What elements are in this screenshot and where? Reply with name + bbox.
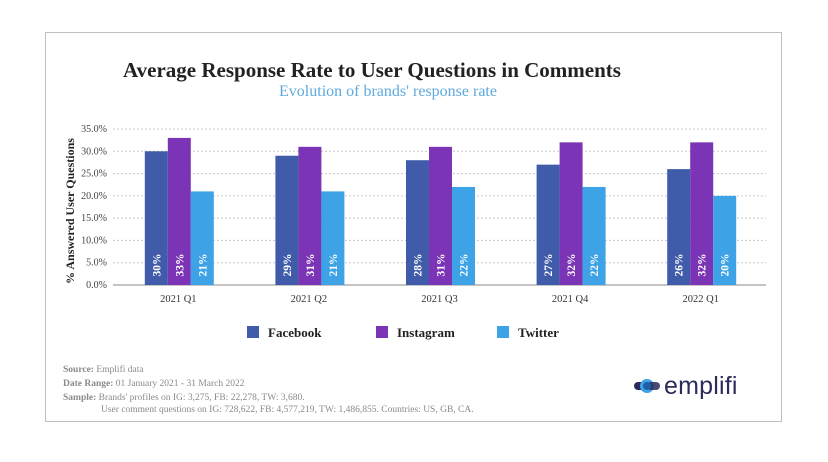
bar-facebook (144, 151, 168, 285)
bar-twitter (713, 195, 737, 285)
bar-instagram (167, 137, 191, 285)
y-tick-label: 0.0% (86, 280, 107, 291)
bar-instagram (559, 142, 583, 285)
bar-facebook (275, 155, 299, 285)
data-label: 31% (436, 254, 448, 277)
footer-sample-label: Sample: (63, 393, 97, 403)
legend-swatch-facebook (247, 326, 259, 338)
footer-source-label: Source: (63, 365, 94, 375)
emplifi-logo: emplifi (634, 371, 738, 401)
bar-facebook (667, 169, 691, 285)
y-tick-label: 25.0% (81, 169, 107, 180)
data-label: 22% (589, 254, 601, 277)
bar-facebook (406, 160, 429, 285)
data-label: 31% (305, 254, 317, 277)
emplifi-logo-icon (634, 379, 660, 393)
x-tick-label: 2021 Q4 (552, 294, 589, 305)
y-axis-label: % Answered User Questions (63, 138, 77, 284)
data-label: 33% (174, 254, 186, 277)
data-label: 20% (720, 254, 732, 277)
legend-swatch-instagram (376, 326, 388, 338)
emplifi-logo-text: emplifi (664, 371, 738, 400)
data-label: 28% (413, 254, 425, 277)
y-tick-label: 10.0% (81, 235, 107, 246)
footer-date-range: Date Range: 01 January 2021 - 31 March 2… (63, 379, 245, 389)
data-label: 29% (282, 254, 294, 277)
legend-swatch-twitter (497, 326, 509, 338)
footer-date-label: Date Range: (63, 379, 114, 389)
footer-source: Source: Emplifi data (63, 365, 144, 375)
legend-label-instagram: Instagram (397, 325, 455, 340)
bar-facebook (536, 164, 560, 285)
legend-label-twitter: Twitter (518, 325, 559, 340)
y-tick-label: 5.0% (86, 258, 107, 269)
y-tick-label: 15.0% (81, 213, 107, 224)
data-label: 32% (697, 254, 709, 277)
x-tick-label: 2021 Q1 (160, 294, 196, 305)
data-label: 32% (566, 254, 578, 277)
bar-instagram (690, 142, 714, 285)
x-tick-label: 2021 Q2 (291, 294, 327, 305)
x-tick-label: 2022 Q1 (682, 294, 718, 305)
bar-instagram (298, 146, 322, 285)
legend-label-facebook: Facebook (268, 325, 322, 340)
data-label: 21% (328, 254, 340, 277)
y-tick-label: 35.0% (81, 124, 107, 135)
data-label: 21% (197, 254, 209, 277)
bar-instagram (429, 146, 452, 285)
chart-title: Average Response Rate to User Questions … (123, 58, 621, 82)
data-label: 27% (543, 254, 555, 277)
chart-subtitle: Evolution of brands' response rate (279, 83, 497, 100)
bar-twitter (582, 186, 606, 285)
bar-twitter (190, 191, 214, 285)
footer-sample-line1: Brands' profiles on IG: 3,275, FB: 22,27… (98, 393, 305, 403)
data-label: 22% (459, 254, 471, 277)
data-label: 26% (674, 254, 686, 277)
footer-source-value: Emplifi data (96, 365, 144, 375)
footer-date-value: 01 January 2021 - 31 March 2022 (115, 379, 245, 389)
y-tick-label: 30.0% (81, 146, 107, 157)
footer-sample-line2: User comment questions on IG: 728,622, F… (101, 405, 474, 415)
x-tick-label: 2021 Q3 (421, 294, 457, 305)
footer-sample: Sample: Brands' profiles on IG: 3,275, F… (63, 393, 305, 403)
y-tick-label: 20.0% (81, 191, 107, 202)
data-label: 30% (151, 254, 163, 277)
bar-twitter (452, 186, 475, 285)
bar-twitter (321, 191, 345, 285)
